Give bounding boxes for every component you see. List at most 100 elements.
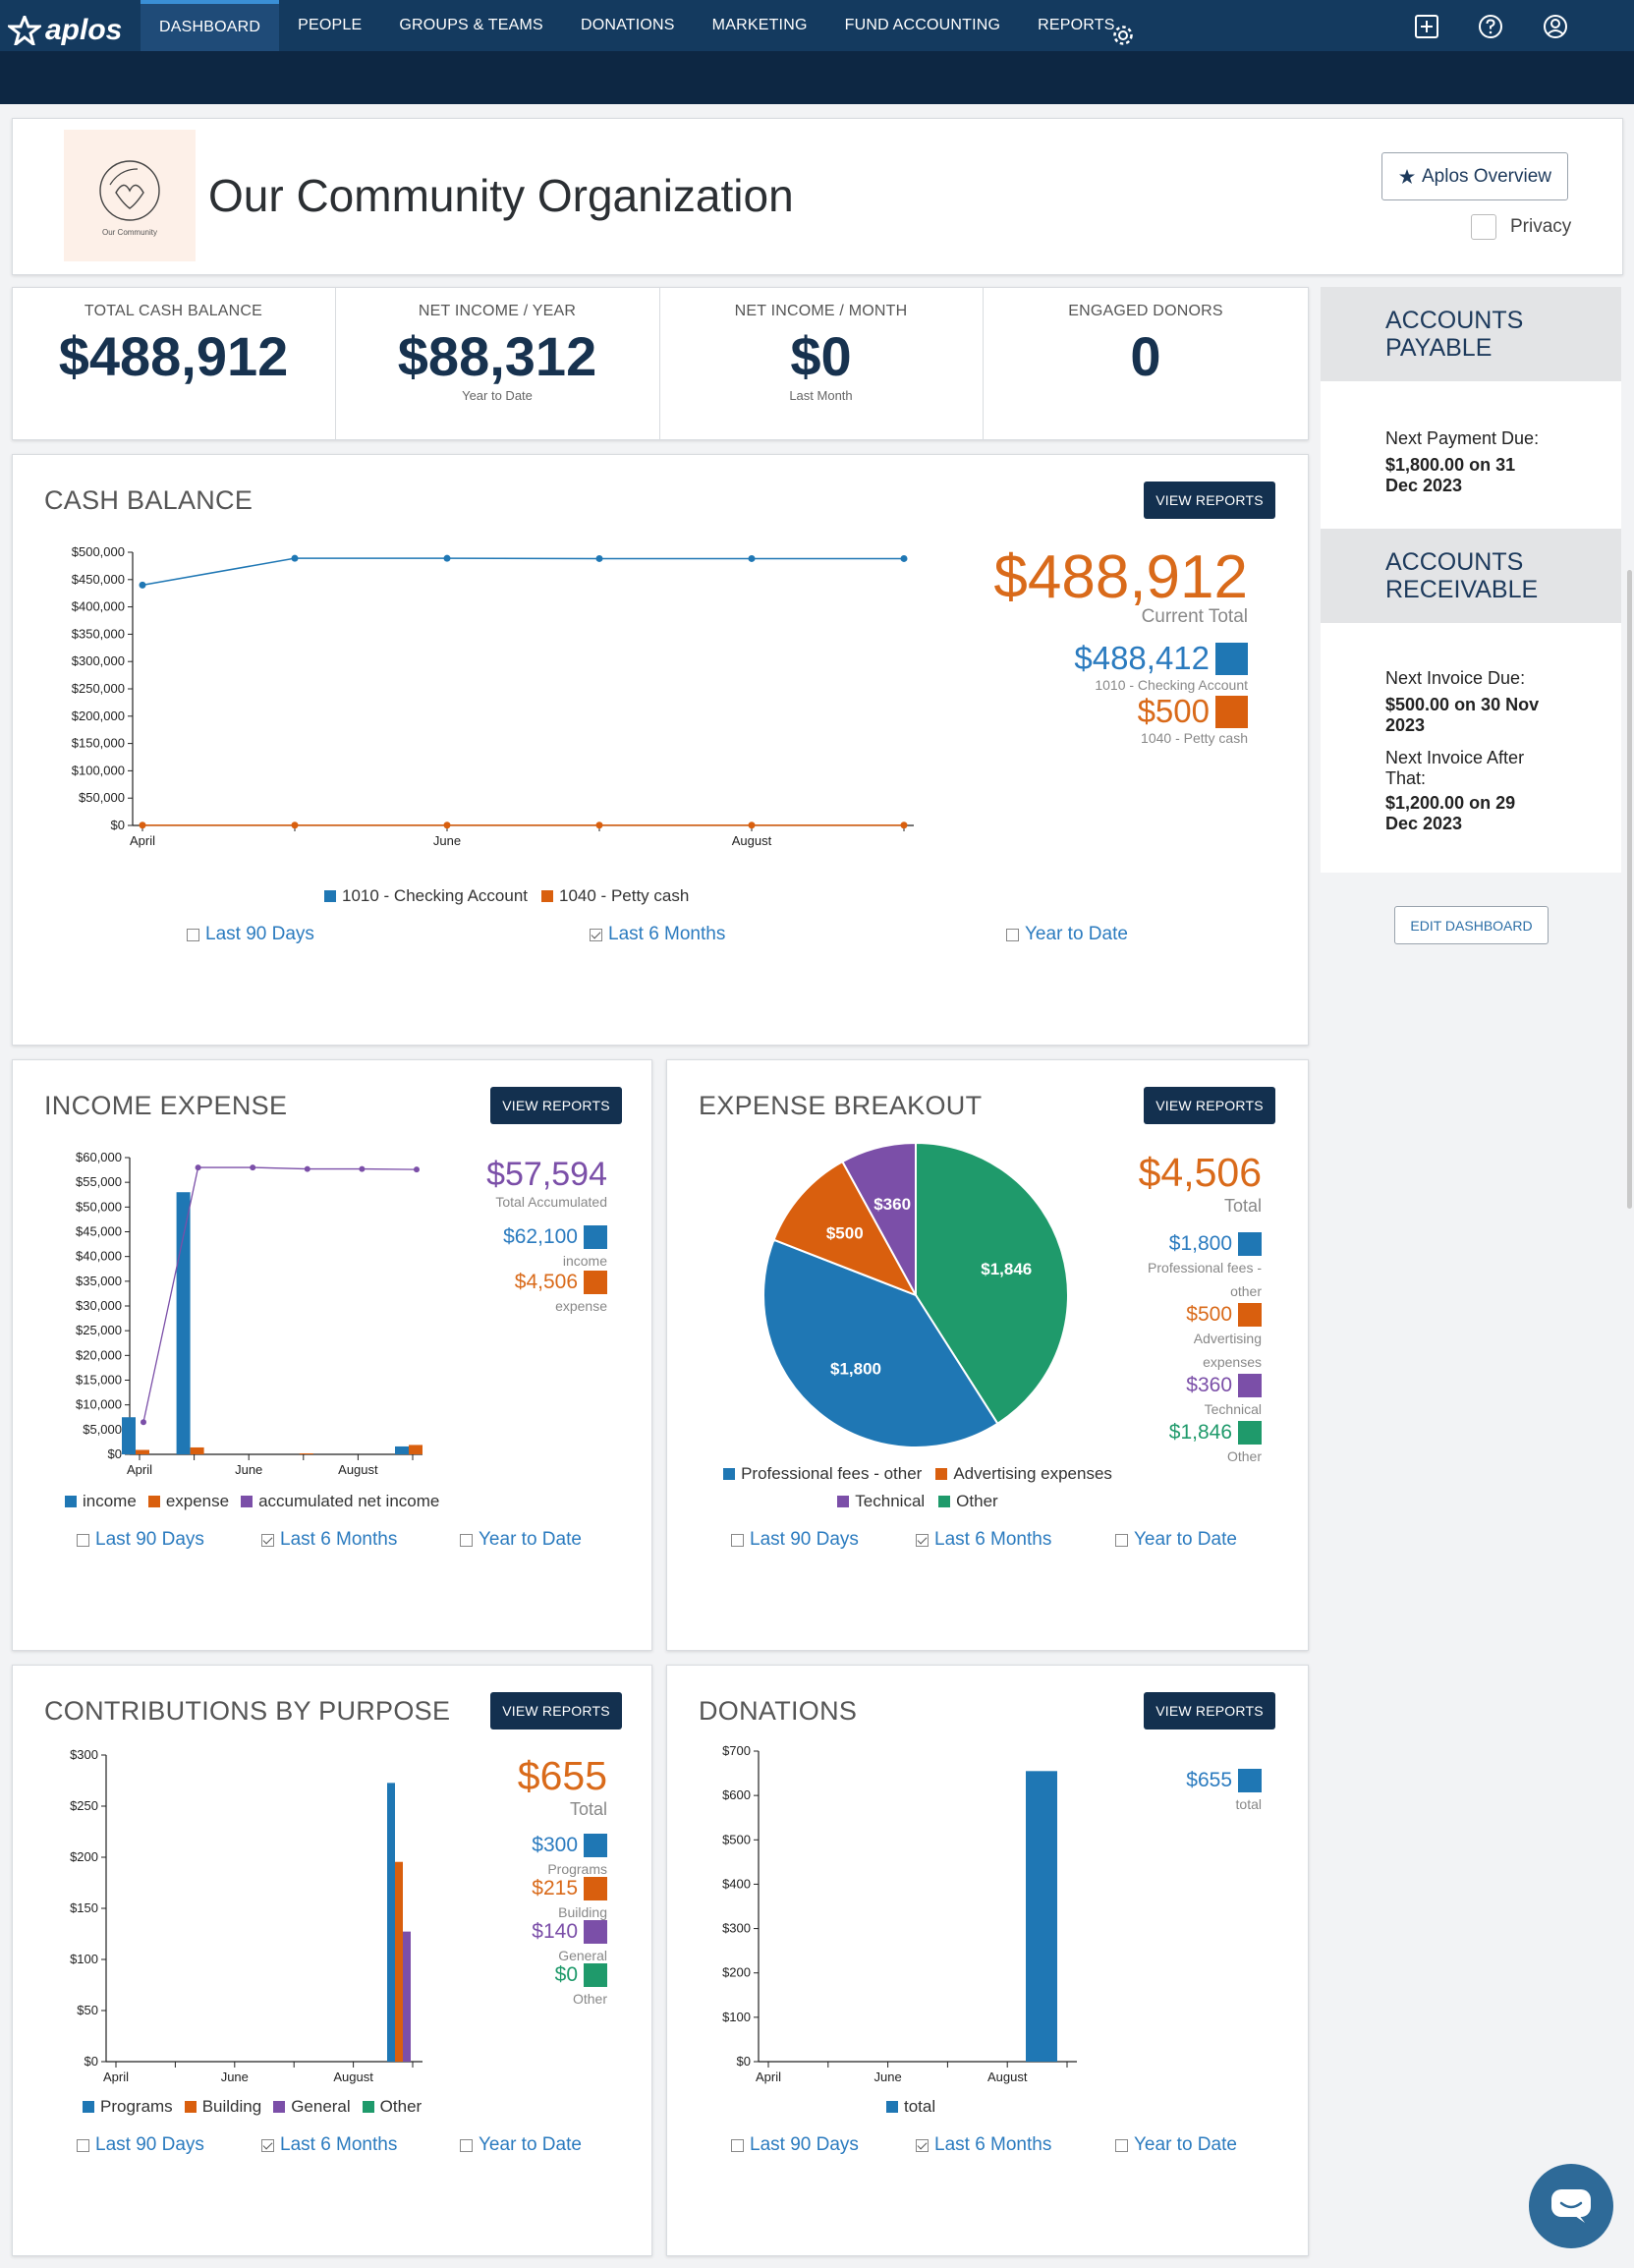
ie-item-label: income xyxy=(562,1253,607,1269)
filter-label: Year to Date xyxy=(479,2134,582,2155)
org-header-card xyxy=(12,118,1623,275)
data-point xyxy=(443,554,451,562)
legend-item[interactable]: total xyxy=(886,2097,935,2117)
legend-item[interactable]: accumulated net income xyxy=(241,1492,439,1511)
filter-checkbox[interactable] xyxy=(460,1533,473,1547)
filter-checkbox[interactable] xyxy=(460,2138,473,2152)
filter-checkbox[interactable] xyxy=(1006,928,1019,941)
eb-item-swatch xyxy=(1238,1303,1262,1327)
eb-item-swatch xyxy=(1238,1374,1262,1397)
y-tick-label: $300,000 xyxy=(72,653,125,668)
filter-year-to-date[interactable]: Year to Date xyxy=(460,2134,582,2156)
income-expense-view-reports-button[interactable]: VIEW REPORTS xyxy=(490,1087,622,1124)
nav-donations[interactable]: DONATIONS xyxy=(580,17,675,33)
donations-card xyxy=(666,1665,1309,2256)
filter-checkbox[interactable] xyxy=(1115,1533,1128,1547)
org-logo-icon xyxy=(99,159,160,221)
privacy-label: Privacy xyxy=(1510,216,1572,237)
filter-checkbox[interactable] xyxy=(261,1533,274,1547)
filter-year-to-date[interactable]: Year to Date xyxy=(1115,1529,1237,1551)
legend-item[interactable]: income xyxy=(65,1492,137,1511)
filter-last-6-months[interactable]: Last 6 Months xyxy=(590,924,1006,945)
expense-breakout-title: EXPENSE BREAKOUT xyxy=(699,1091,983,1120)
contrib-item-swatch xyxy=(584,1963,607,1987)
aplos-overview-button[interactable]: Aplos Overview xyxy=(1381,152,1568,200)
aplos-logo[interactable]: aplos xyxy=(8,14,122,47)
filter-last-90-days[interactable]: Last 90 Days xyxy=(187,924,590,945)
filter-label: Last 6 Months xyxy=(934,1529,1052,1550)
filter-last-6-months[interactable]: Last 6 Months xyxy=(916,1529,1115,1551)
filter-last-90-days[interactable]: Last 90 Days xyxy=(731,2134,916,2156)
legend-item[interactable]: Other xyxy=(938,1492,998,1511)
filter-last-6-months[interactable]: Last 6 Months xyxy=(261,1529,460,1551)
legend-label: Other xyxy=(956,1492,998,1510)
filter-last-90-days[interactable]: Last 90 Days xyxy=(731,1529,916,1551)
bar xyxy=(299,1452,313,1454)
plus-square-icon[interactable] xyxy=(1414,14,1439,39)
page-scrollbar[interactable] xyxy=(1627,570,1632,1209)
nav-people[interactable]: PEOPLE xyxy=(298,17,363,33)
nav-marketing[interactable]: MARKETING xyxy=(711,17,808,33)
help-circle-icon[interactable] xyxy=(1478,14,1503,39)
privacy-toggle[interactable]: Privacy xyxy=(1471,214,1571,240)
filter-last-6-months[interactable]: Last 6 Months xyxy=(916,2134,1115,2156)
contributions-view-reports-button[interactable]: VIEW REPORTS xyxy=(490,1692,622,1729)
gear-icon[interactable] xyxy=(1111,24,1135,47)
filter-year-to-date[interactable]: Year to Date xyxy=(1115,2134,1237,2156)
data-point xyxy=(443,822,451,829)
nav-band xyxy=(0,51,1634,104)
data-point xyxy=(595,822,603,829)
legend-item[interactable]: expense xyxy=(147,1492,229,1511)
filter-last-90-days[interactable]: Last 90 Days xyxy=(77,2134,261,2156)
donations-view-reports-button[interactable]: VIEW REPORTS xyxy=(1144,1692,1275,1729)
eb-item-swatch xyxy=(1238,1232,1262,1256)
edit-dashboard-button[interactable]: EDIT DASHBOARD xyxy=(1394,906,1549,944)
data-point xyxy=(304,1165,310,1172)
filter-last-90-days[interactable]: Last 90 Days xyxy=(77,1529,261,1551)
filter-checkbox[interactable] xyxy=(77,1533,89,1547)
stat-net-income-month: NET INCOME / MONTH $0 Last Month xyxy=(659,303,983,403)
cash-item-label: 1040 - Petty cash xyxy=(1141,730,1248,746)
cash-balance-view-reports-button[interactable]: VIEW REPORTS xyxy=(1144,482,1275,519)
privacy-checkbox[interactable] xyxy=(1471,214,1496,240)
filter-checkbox[interactable] xyxy=(916,2138,929,2152)
nav-menu: DASHBOARD PEOPLE GROUPS & TEAMS DONATION… xyxy=(141,0,1134,51)
filter-checkbox[interactable] xyxy=(731,2138,744,2152)
stat-value: $0 xyxy=(790,325,852,387)
legend-item[interactable]: Advertising expenses xyxy=(935,1464,1112,1484)
legend-item[interactable]: Technical xyxy=(837,1492,925,1511)
eb-item-label: Advertising expenses xyxy=(1099,1327,1262,1374)
legend-item[interactable]: 1010 - Checking Account xyxy=(324,886,528,906)
filter-year-to-date[interactable]: Year to Date xyxy=(1006,924,1128,945)
filter-year-to-date[interactable]: Year to Date xyxy=(460,1529,582,1551)
nav-dashboard[interactable]: DASHBOARD xyxy=(141,0,280,51)
contrib-item-swatch xyxy=(584,1834,607,1857)
accounts-payable-header[interactable]: ACCOUNTS PAYABLE xyxy=(1321,287,1621,381)
accounts-receivable-header[interactable]: ACCOUNTS RECEIVABLE xyxy=(1321,529,1621,623)
nav-reports[interactable]: REPORTS xyxy=(1038,17,1115,33)
filter-checkbox[interactable] xyxy=(77,2138,89,2152)
legend-item[interactable]: 1040 - Petty cash xyxy=(541,886,689,906)
filter-checkbox[interactable] xyxy=(261,2138,274,2152)
legend-item[interactable]: Professional fees - other xyxy=(723,1464,922,1484)
legend-item[interactable]: General xyxy=(273,2097,351,2117)
user-circle-icon[interactable] xyxy=(1543,14,1568,39)
series-line xyxy=(142,1166,418,1423)
legend-item[interactable]: Other xyxy=(362,2097,422,2117)
filter-last-6-months[interactable]: Last 6 Months xyxy=(261,2134,460,2156)
legend-item[interactable]: Programs xyxy=(83,2097,173,2117)
filter-checkbox[interactable] xyxy=(1115,2138,1128,2152)
expense-breakout-view-reports-button[interactable]: VIEW REPORTS xyxy=(1144,1087,1275,1124)
bar xyxy=(122,1417,136,1454)
filter-checkbox[interactable] xyxy=(916,1533,929,1547)
legend-item[interactable]: Building xyxy=(184,2097,261,2117)
bar xyxy=(190,1446,204,1454)
chat-button[interactable] xyxy=(1529,2164,1613,2248)
y-tick-label: $0 xyxy=(737,2054,751,2069)
filter-checkbox[interactable] xyxy=(590,928,602,941)
nav-fund-accounting[interactable]: FUND ACCOUNTING xyxy=(844,17,1001,33)
nav-groups-teams[interactable]: GROUPS & TEAMS xyxy=(399,17,543,33)
contrib-item-value: $140 xyxy=(532,1920,578,1943)
filter-checkbox[interactable] xyxy=(731,1533,744,1547)
filter-checkbox[interactable] xyxy=(187,928,199,941)
